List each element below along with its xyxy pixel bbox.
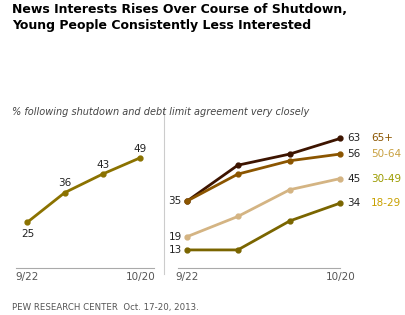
Text: 63: 63: [347, 134, 360, 143]
Text: % following shutdown and debt limit agreement very closely: % following shutdown and debt limit agre…: [12, 107, 309, 117]
Text: PEW RESEARCH CENTER  Oct. 17-20, 2013.: PEW RESEARCH CENTER Oct. 17-20, 2013.: [12, 303, 199, 312]
Text: 25: 25: [21, 229, 34, 239]
Text: 65+: 65+: [371, 134, 392, 143]
Text: 35: 35: [168, 196, 182, 206]
Text: 13: 13: [168, 245, 182, 255]
Text: 30-49: 30-49: [371, 174, 401, 184]
Text: 19: 19: [168, 232, 182, 242]
Text: News Interests Rises Over Course of Shutdown,
Young People Consistently Less Int: News Interests Rises Over Course of Shut…: [12, 3, 347, 32]
Text: 45: 45: [347, 174, 360, 184]
Text: 50-64: 50-64: [371, 149, 401, 159]
Text: 34: 34: [347, 198, 360, 208]
Text: 43: 43: [96, 160, 110, 170]
Text: 18-29: 18-29: [371, 198, 401, 208]
Text: 49: 49: [134, 144, 147, 154]
Text: 56: 56: [347, 149, 360, 159]
Text: 36: 36: [58, 179, 71, 188]
